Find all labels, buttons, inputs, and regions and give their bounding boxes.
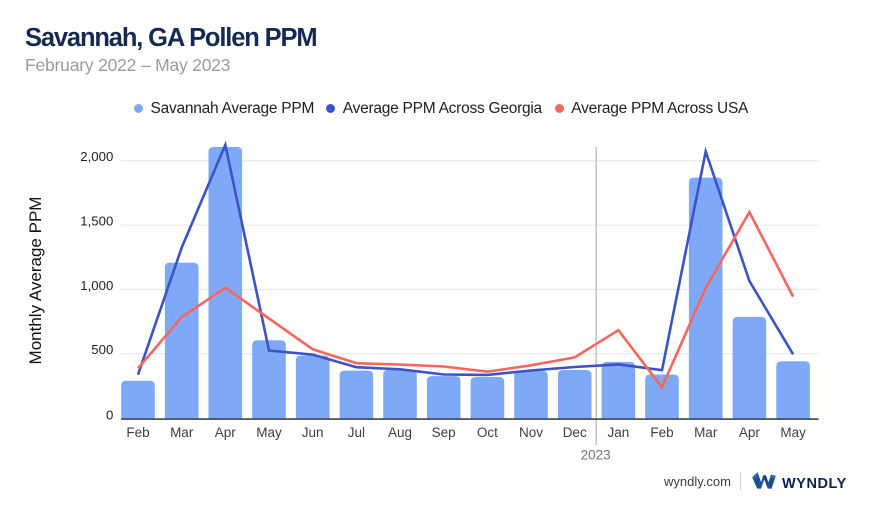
svg-text:Monthly Average PPM: Monthly Average PPM xyxy=(26,197,45,365)
svg-text:Jan: Jan xyxy=(608,425,630,440)
svg-text:Jun: Jun xyxy=(302,425,324,440)
svg-text:500: 500 xyxy=(91,342,113,357)
svg-text:Feb: Feb xyxy=(650,425,673,440)
svg-text:Nov: Nov xyxy=(519,425,543,440)
svg-text:Jul: Jul xyxy=(348,425,365,440)
svg-text:1,000: 1,000 xyxy=(80,278,113,293)
svg-text:2023: 2023 xyxy=(581,448,611,463)
svg-text:2,000: 2,000 xyxy=(80,149,113,164)
svg-text:Oct: Oct xyxy=(477,425,498,440)
svg-text:Mar: Mar xyxy=(170,425,194,440)
svg-text:Sep: Sep xyxy=(432,425,456,440)
svg-text:May: May xyxy=(256,425,282,440)
svg-text:0: 0 xyxy=(106,408,113,423)
svg-text:May: May xyxy=(780,425,806,440)
svg-text:Mar: Mar xyxy=(694,425,718,440)
svg-text:Feb: Feb xyxy=(126,425,149,440)
svg-text:Apr: Apr xyxy=(739,425,761,440)
svg-text:Dec: Dec xyxy=(563,425,587,440)
svg-text:Apr: Apr xyxy=(215,425,237,440)
svg-text:Aug: Aug xyxy=(388,425,412,440)
svg-text:1,500: 1,500 xyxy=(80,214,113,229)
